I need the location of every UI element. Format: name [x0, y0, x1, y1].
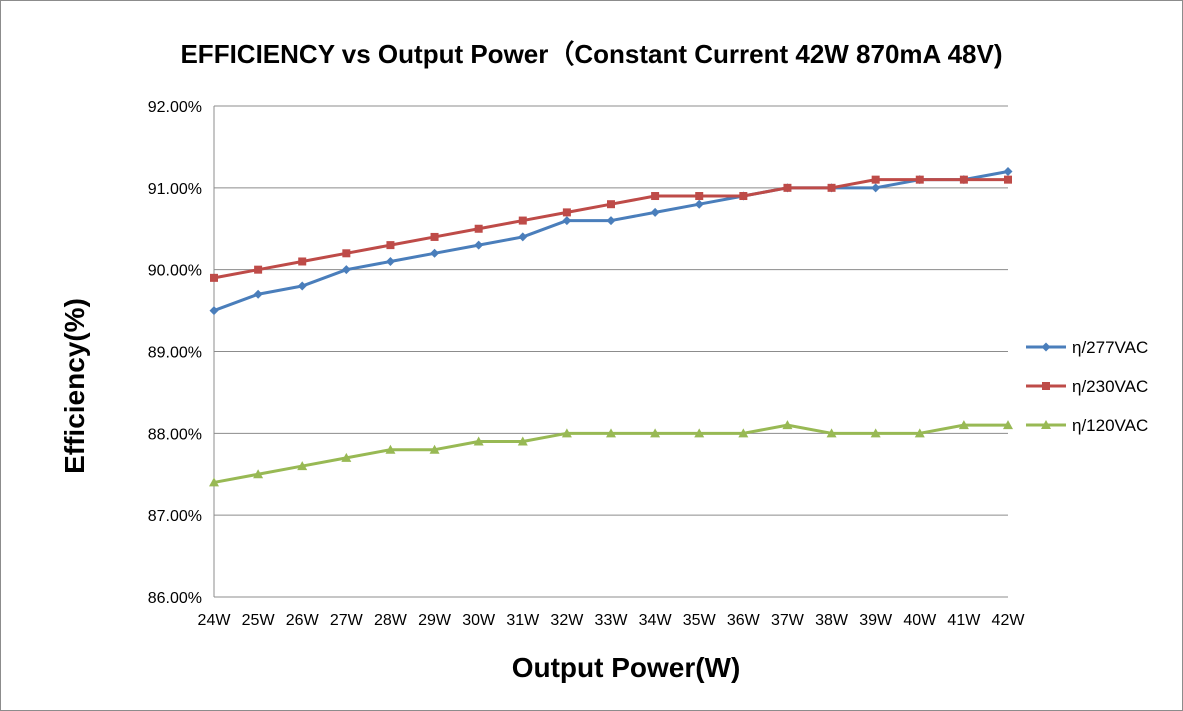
- data-point: [871, 175, 880, 184]
- data-point: [783, 183, 792, 192]
- data-point: [518, 216, 527, 225]
- data-point: [607, 200, 615, 209]
- data-point: [958, 420, 969, 430]
- series-line-1: [213, 178, 1008, 280]
- data-point: [826, 428, 837, 438]
- data-point: [254, 265, 263, 274]
- data-point: [694, 428, 705, 438]
- data-point: [562, 208, 571, 217]
- data-point: [430, 248, 440, 258]
- data-point: [606, 428, 616, 438]
- y-tick-label: 91.00%: [148, 181, 202, 198]
- data-point: [1004, 175, 1012, 184]
- x-tick-label: 37W: [771, 612, 805, 629]
- data-point: [210, 273, 218, 282]
- legend-swatch-marker: [1042, 382, 1050, 390]
- data-point: [473, 436, 484, 446]
- data-point: [782, 420, 793, 430]
- x-tick-label: 38W: [815, 612, 849, 629]
- x-tick-label: 26W: [286, 612, 320, 629]
- data-point: [341, 265, 351, 275]
- chart-title: EFFICIENCY vs Output Power（Constant Curr…: [180, 39, 1003, 69]
- data-point: [738, 428, 749, 438]
- data-point: [827, 183, 836, 192]
- data-point: [1003, 166, 1013, 176]
- x-tick-label: 40W: [903, 612, 937, 629]
- x-tick-label: 29W: [418, 612, 452, 629]
- legend-label: η/277VAC: [1072, 338, 1148, 357]
- y-tick-label: 89.00%: [148, 345, 202, 362]
- x-tick-label: 24W: [198, 612, 232, 629]
- data-point: [430, 232, 439, 241]
- x-tick-label: 31W: [506, 612, 540, 629]
- data-point: [385, 444, 396, 454]
- x-tick-label: 32W: [550, 612, 584, 629]
- legend-swatch-marker: [1041, 420, 1051, 429]
- data-point: [650, 428, 661, 438]
- legend-swatch-marker: [1041, 342, 1051, 352]
- data-point: [386, 241, 395, 250]
- data-point: [341, 452, 352, 462]
- data-point: [385, 256, 395, 266]
- data-point: [739, 192, 748, 201]
- data-point: [517, 436, 528, 446]
- data-point: [209, 477, 219, 487]
- x-tick-label: 27W: [330, 612, 364, 629]
- data-point: [650, 207, 660, 217]
- data-point: [297, 281, 307, 291]
- data-point: [474, 240, 484, 250]
- data-point: [518, 232, 528, 242]
- data-point: [209, 306, 219, 316]
- y-tick-label: 88.00%: [148, 426, 202, 443]
- y-tick-label: 92.00%: [148, 99, 202, 116]
- data-point: [297, 461, 308, 471]
- data-point: [915, 175, 924, 184]
- data-point: [914, 428, 925, 438]
- legend-label: η/230VAC: [1072, 377, 1148, 396]
- x-tick-label: 39W: [859, 612, 893, 629]
- data-point: [959, 175, 968, 184]
- data-point: [342, 249, 351, 258]
- x-tick-label: 30W: [462, 612, 496, 629]
- data-point: [474, 224, 483, 233]
- data-point: [694, 199, 704, 209]
- x-tick-label: 41W: [947, 612, 981, 629]
- series-line-0: [213, 169, 1009, 312]
- data-point: [1003, 420, 1013, 430]
- x-tick-label: 33W: [595, 612, 629, 629]
- data-point: [606, 216, 616, 226]
- x-tick-label: 42W: [992, 612, 1026, 629]
- data-point: [562, 216, 572, 226]
- x-tick-label: 34W: [639, 612, 673, 629]
- data-point: [561, 428, 572, 438]
- x-tick-label: 25W: [242, 612, 276, 629]
- data-point: [253, 469, 264, 479]
- data-point: [695, 192, 704, 201]
- data-point: [871, 183, 881, 193]
- data-point: [651, 192, 660, 201]
- y-tick-label: 87.00%: [148, 508, 202, 525]
- legend-label: η/120VAC: [1072, 416, 1148, 435]
- x-tick-label: 28W: [374, 612, 408, 629]
- data-point: [429, 444, 440, 454]
- y-tick-label: 86.00%: [148, 590, 202, 607]
- x-tick-label: 36W: [727, 612, 761, 629]
- x-axis-title: Output Power(W): [511, 652, 741, 683]
- data-point: [298, 257, 307, 266]
- y-tick-label: 90.00%: [148, 263, 202, 280]
- data-point: [870, 428, 881, 438]
- data-point: [253, 289, 263, 299]
- x-tick-label: 35W: [683, 612, 717, 629]
